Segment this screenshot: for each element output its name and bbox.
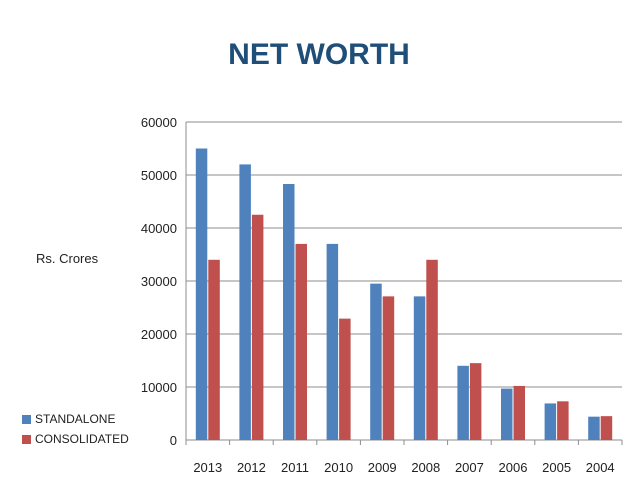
x-tick-label: 2010 <box>324 460 353 475</box>
y-tick-label: 60000 <box>141 115 177 130</box>
x-tick-label: 2006 <box>499 460 528 475</box>
bar-standalone-2004 <box>588 416 600 440</box>
x-tick-label: 2011 <box>281 460 309 475</box>
y-tick-label: 40000 <box>141 221 177 236</box>
legend-item-standalone: STANDALONE <box>22 409 129 429</box>
y-tick-label: 30000 <box>141 274 177 289</box>
bar-standalone-2008 <box>413 296 426 440</box>
x-tick-label: 2012 <box>237 460 266 475</box>
legend: STANDALONE CONSOLIDATED <box>22 409 129 449</box>
y-axis-label: Rs. Crores <box>36 251 99 266</box>
bar-standalone-2006 <box>501 388 513 440</box>
bar-standalone-2009 <box>370 283 382 440</box>
bar-consolidated-2011 <box>295 243 307 440</box>
legend-label-standalone: STANDALONE <box>35 412 116 426</box>
bar-standalone-2013 <box>195 148 208 440</box>
bar-standalone-2010 <box>326 243 339 440</box>
legend-label-consolidated: CONSOLIDATED <box>35 432 129 446</box>
x-tick-label: 2009 <box>368 460 397 475</box>
y-tick-label: 10000 <box>141 380 177 395</box>
x-tick-label: 2007 <box>455 460 484 475</box>
bar-consolidated-2007 <box>469 363 482 440</box>
bar-consolidated-2012 <box>251 214 264 440</box>
bar-consolidated-2008 <box>426 259 438 440</box>
legend-swatch-standalone <box>22 414 31 424</box>
x-tick-label: 2013 <box>193 460 222 475</box>
legend-item-consolidated: CONSOLIDATED <box>22 429 129 449</box>
y-tick-label: 0 <box>170 433 177 448</box>
bar-consolidated-2004 <box>600 416 613 440</box>
chart-title: NET WORTH <box>228 38 410 71</box>
bar-consolidated-2010 <box>339 318 351 440</box>
bar-standalone-2012 <box>239 164 251 440</box>
x-tick-label: 2008 <box>411 460 440 475</box>
x-tick-label: 2005 <box>542 460 571 475</box>
bar-consolidated-2009 <box>382 296 395 440</box>
y-tick-label: 20000 <box>141 327 177 342</box>
bar-consolidated-2006 <box>513 385 525 440</box>
y-tick-label: 50000 <box>141 168 177 183</box>
bar-consolidated-2013 <box>208 259 220 440</box>
bar-consolidated-2005 <box>557 401 569 440</box>
legend-swatch-consolidated <box>22 434 31 444</box>
bar-standalone-2007 <box>457 365 469 440</box>
bar-standalone-2011 <box>283 184 295 440</box>
bar-standalone-2005 <box>544 403 557 440</box>
x-tick-label: 2004 <box>586 460 615 475</box>
